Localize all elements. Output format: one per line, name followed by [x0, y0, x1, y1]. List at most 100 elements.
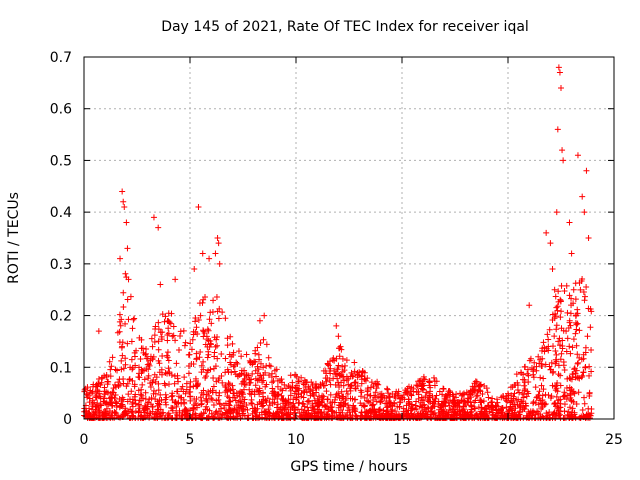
data-point	[533, 363, 540, 370]
data-point	[198, 401, 205, 408]
data-point	[169, 405, 176, 412]
data-point	[545, 336, 552, 343]
data-point	[125, 276, 132, 283]
data-point	[127, 293, 134, 300]
data-point	[403, 408, 410, 415]
data-point	[438, 406, 445, 413]
data-point	[205, 337, 212, 344]
data-point	[553, 393, 560, 400]
data-point	[308, 409, 315, 416]
data-point	[127, 406, 134, 413]
data-point	[580, 288, 587, 295]
data-point	[123, 219, 130, 226]
data-point	[256, 411, 263, 418]
data-point	[555, 288, 562, 295]
data-point	[537, 374, 544, 381]
data-point	[534, 393, 541, 400]
data-point	[224, 366, 231, 373]
data-point	[507, 403, 514, 410]
data-point	[219, 379, 226, 386]
data-point	[244, 406, 251, 413]
data-point	[560, 358, 567, 365]
data-point	[425, 394, 432, 401]
data-point	[324, 360, 331, 367]
data-point	[202, 374, 209, 381]
data-point	[570, 388, 577, 395]
data-point	[153, 374, 160, 381]
data-point	[574, 360, 581, 367]
data-point	[138, 345, 145, 352]
data-point	[368, 379, 375, 386]
data-point	[102, 412, 109, 419]
data-point	[462, 399, 469, 406]
data-point	[165, 325, 172, 332]
data-point	[128, 388, 135, 395]
data-point	[213, 293, 220, 300]
data-point	[212, 343, 219, 350]
data-point	[249, 400, 256, 407]
data-point	[252, 367, 259, 374]
data-point	[547, 366, 554, 373]
data-point	[349, 373, 356, 380]
data-point	[213, 336, 220, 343]
data-point	[332, 371, 339, 378]
data-point	[204, 369, 211, 376]
data-point	[144, 412, 151, 419]
data-point	[359, 369, 366, 376]
data-point	[539, 355, 546, 362]
data-point	[307, 392, 314, 399]
data-point	[143, 355, 150, 362]
data-point	[259, 393, 266, 400]
data-point	[553, 351, 560, 358]
data-point	[442, 400, 449, 407]
data-point	[115, 382, 122, 389]
data-point	[179, 409, 186, 416]
data-point	[560, 157, 567, 164]
data-point	[440, 385, 447, 392]
data-point	[549, 311, 556, 318]
data-point	[298, 406, 305, 413]
data-point	[287, 384, 293, 391]
data-point	[561, 366, 568, 373]
data-point	[516, 402, 523, 409]
data-point	[530, 408, 537, 415]
data-point	[579, 407, 586, 414]
data-point	[536, 388, 543, 395]
x-tick-label: 15	[393, 432, 411, 448]
data-point	[132, 400, 139, 407]
data-point	[114, 412, 121, 419]
data-point	[452, 410, 459, 417]
data-point	[266, 362, 273, 369]
data-point	[143, 345, 150, 352]
data-point	[200, 296, 207, 303]
data-point	[350, 372, 357, 379]
data-point	[145, 375, 152, 382]
data-point	[521, 387, 528, 394]
data-point	[367, 392, 374, 399]
data-point	[106, 358, 113, 365]
data-point	[566, 404, 573, 411]
data-point	[95, 328, 102, 335]
data-point	[168, 310, 175, 317]
data-point	[287, 414, 294, 421]
data-point	[254, 401, 261, 408]
data-point	[230, 386, 237, 393]
data-point	[132, 408, 139, 415]
data-point	[563, 328, 570, 335]
data-point	[357, 393, 364, 400]
data-point	[295, 400, 302, 407]
data-point	[159, 353, 166, 360]
data-point	[210, 375, 217, 382]
data-point	[569, 371, 576, 378]
data-point	[197, 349, 204, 356]
data-point	[157, 281, 164, 288]
data-point	[489, 404, 496, 411]
data-point	[537, 411, 544, 418]
data-point	[582, 344, 589, 351]
data-point	[295, 378, 302, 385]
data-point	[118, 344, 125, 351]
data-point	[323, 388, 330, 395]
data-point	[324, 374, 331, 381]
data-point	[327, 381, 334, 388]
data-point	[212, 250, 219, 257]
